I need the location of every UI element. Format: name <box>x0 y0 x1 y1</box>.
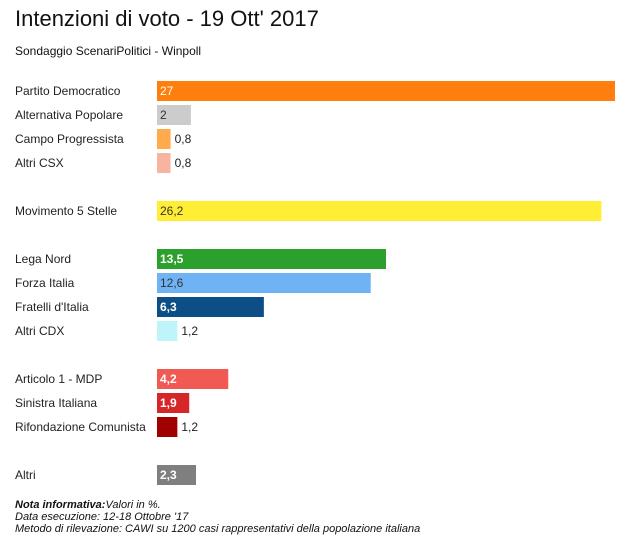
chart-subtitle: Sondaggio ScenariPolitici - Winpoll <box>15 44 202 58</box>
bar-rifondazione-comunista <box>157 417 178 437</box>
bar-chart: Partito Democratico 27 Alternativa Popolar… <box>15 81 615 485</box>
bar-movimento-5-stelle <box>157 201 602 221</box>
value-label-partito-democratico: 27 <box>160 84 174 98</box>
footnotes: Nota informativa:Valori in %. Data esecu… <box>15 499 420 535</box>
value-label-sinistra-italiana: 1,9 <box>160 396 177 410</box>
category-label-rifondazione-comunista: Rifondazione Comunista <box>15 420 146 434</box>
value-label-alternativa-popolare: 2 <box>160 108 167 122</box>
note-info-text: Valori in %. <box>105 499 161 511</box>
bar-partito-democratico <box>157 81 615 101</box>
note-method: Metodo di rilevazione: CAWI su 1200 casi… <box>15 523 421 535</box>
category-label-altri: Altri <box>15 468 36 482</box>
category-label-campo-progressista: Campo Progressista <box>15 132 124 146</box>
bar-alternativa-popolare <box>157 105 191 125</box>
bar-fratelli-d-italia <box>157 297 264 317</box>
bar-campo-progressista <box>157 129 171 149</box>
chart-title: Intenzioni di voto - 19 Ott' 2017 <box>15 6 319 31</box>
value-label-fratelli-d-italia: 6,3 <box>160 300 177 314</box>
bar-forza-italia <box>157 273 371 293</box>
category-label-lega-nord: Lega Nord <box>15 252 71 266</box>
category-label-fratelli-d-italia: Fratelli d'Italia <box>15 300 89 314</box>
category-label-altri-cdx: Altri CDX <box>15 324 64 338</box>
value-label-altri-cdx: 1,2 <box>181 324 198 338</box>
category-label-movimento-5-stelle: Movimento 5 Stelle <box>15 204 117 218</box>
bar-sinistra-italiana <box>157 393 190 413</box>
category-label-partito-democratico: Partito Democratico <box>15 84 121 98</box>
category-label-sinistra-italiana: Sinistra Italiana <box>15 396 97 410</box>
bar-altri-csx <box>157 153 171 173</box>
value-label-articolo-1-mdp: 4,2 <box>160 372 177 386</box>
bar-altri-cdx <box>157 321 178 341</box>
value-label-rifondazione-comunista: 1,2 <box>181 420 198 434</box>
bar-lega-nord <box>157 249 386 269</box>
value-label-campo-progressista: 0,8 <box>175 132 192 146</box>
note-info-label: Nota informativa: <box>15 499 106 511</box>
category-label-articolo-1-mdp: Articolo 1 - MDP <box>15 372 102 386</box>
value-label-forza-italia: 12,6 <box>160 276 184 290</box>
value-label-altri: 2,3 <box>160 468 177 482</box>
note-info: Nota informativa:Valori in %. <box>15 499 420 511</box>
bar-altri <box>157 465 197 485</box>
value-label-lega-nord: 13,5 <box>160 252 184 266</box>
category-label-forza-italia: Forza Italia <box>15 276 75 290</box>
value-label-movimento-5-stelle: 26,2 <box>160 204 184 218</box>
category-label-alternativa-popolare: Alternativa Popolare <box>15 108 123 122</box>
bar-articolo-1-mdp <box>157 369 229 389</box>
note-date: Data esecuzione: 12-18 Ottobre '17 <box>15 511 189 523</box>
category-label-altri-csx: Altri CSX <box>15 156 64 170</box>
value-label-altri-csx: 0,8 <box>175 156 192 170</box>
